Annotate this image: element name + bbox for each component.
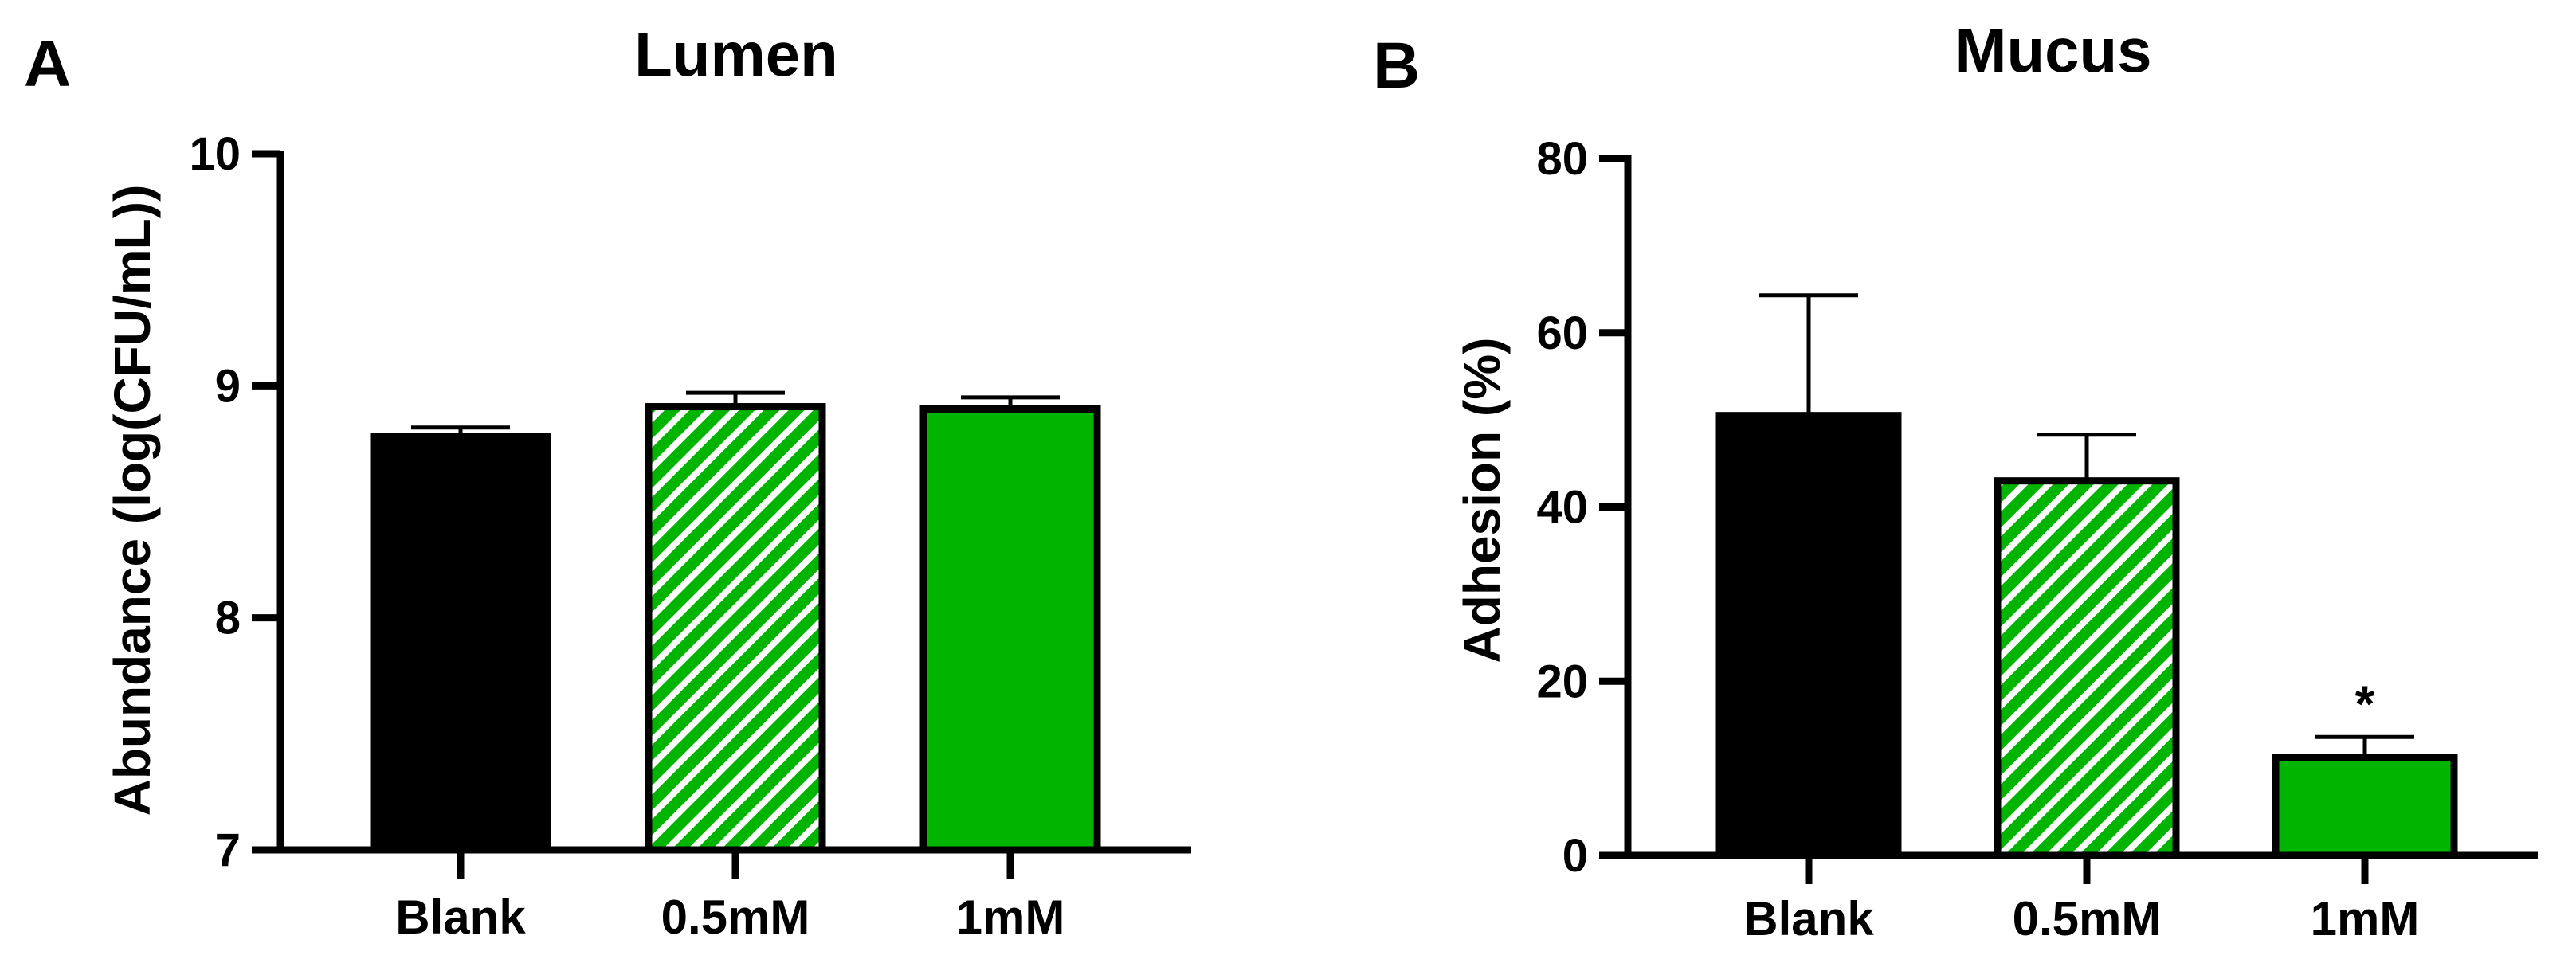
bar-b-3	[2272, 754, 2458, 859]
y-tick-label-b-1: 0	[1562, 830, 1588, 882]
bar-b-1	[1715, 412, 1902, 859]
y-tick-label-a-1: 7	[215, 824, 241, 876]
significance-marker-b-3: *	[2355, 675, 2375, 732]
y-tick-label-a-4: 10	[189, 128, 241, 180]
y-tick-label-b-4: 60	[1536, 307, 1588, 359]
x-tick-label-a-3: 1mM	[956, 891, 1065, 944]
bar-a-3	[919, 405, 1101, 854]
chart-title-b: Mucus	[1955, 15, 2151, 85]
panel-b: B Mucus Adhesion (%) Blank 0.5mM 1mM * 0 20 40…	[1373, 15, 2538, 945]
bar-a-1	[370, 433, 551, 854]
x-tick-label-a-1: Blank	[395, 891, 526, 944]
y-tick-label-b-3: 40	[1536, 482, 1588, 534]
plot-area-b: Blank 0.5mM 1mM * 0 20 40 60 80	[1536, 133, 2538, 945]
x-tick-label-b-2: 0.5mM	[2013, 892, 2162, 945]
chart-title-a: Lumen	[634, 19, 838, 89]
bar-a-2	[645, 403, 826, 854]
panel-letter-a: A	[24, 28, 71, 100]
y-tick-label-a-2: 8	[215, 593, 241, 644]
x-tick-label-b-1: Blank	[1743, 892, 1874, 945]
y-tick-label-b-2: 20	[1536, 656, 1588, 707]
x-tick-label-a-2: 0.5mM	[661, 891, 810, 944]
y-axis-label-b: Adhesion (%)	[1453, 338, 1511, 664]
plot-area-a: Blank 0.5mM 1mM 7 8 9 10	[189, 128, 1191, 944]
panel-letter-b: B	[1373, 29, 1420, 102]
bar-b-2	[1994, 477, 2180, 859]
y-axis-label-a: Abundance (log(CFU/mL))	[104, 185, 161, 816]
x-tick-label-b-3: 1mM	[2311, 892, 2420, 945]
panel-a: A Lumen Abundance (log(CFU/mL)) Blank 0.5…	[24, 19, 1191, 944]
y-tick-label-a-3: 9	[215, 360, 241, 412]
y-tick-label-b-5: 80	[1536, 133, 1588, 185]
